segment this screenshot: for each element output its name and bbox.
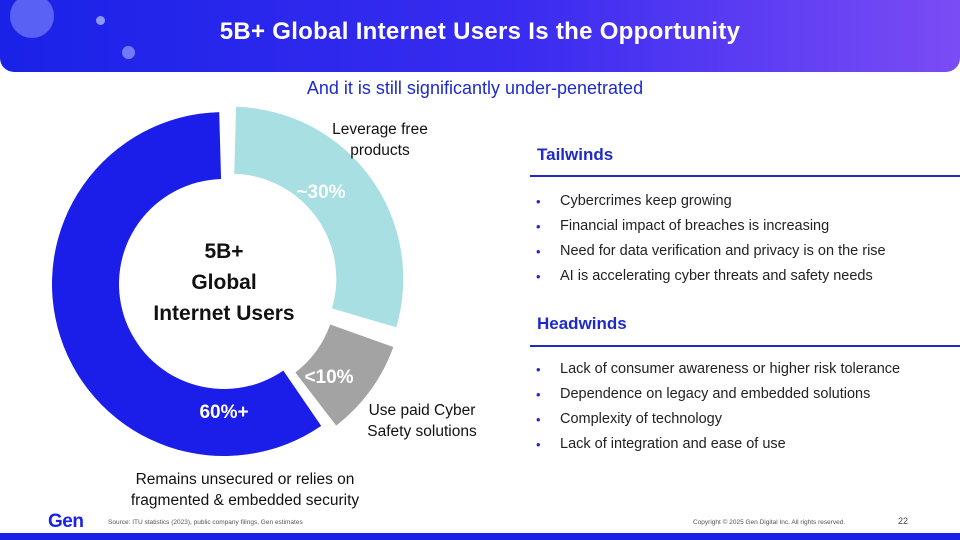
page-subtitle: And it is still significantly under-pene… bbox=[306, 78, 644, 98]
slice-value-label: <10% bbox=[304, 367, 353, 388]
donut-slice-3 bbox=[52, 112, 322, 456]
list-item: Dependence on legacy and embedded soluti… bbox=[536, 382, 900, 407]
donut-chart: ~30% <10% 60%+ 5B+ Global Internet Users bbox=[52, 106, 404, 456]
center-label-line: 5B+ bbox=[204, 240, 243, 263]
list-item: Cybercrimes keep growing bbox=[536, 189, 886, 214]
headwinds-divider bbox=[530, 345, 960, 347]
list-item: Financial impact of breaches is increasi… bbox=[536, 214, 886, 239]
gen-logo: Gen bbox=[48, 511, 84, 532]
copyright-note: Copyright © 2025 Gen Digital Inc. All ri… bbox=[693, 519, 846, 526]
title-banner: 5B+ Global Internet Users Is the Opportu… bbox=[0, 0, 960, 72]
center-label-line: Global bbox=[191, 271, 256, 294]
tailwinds-heading: Tailwinds bbox=[537, 145, 614, 164]
tailwinds-divider bbox=[530, 175, 960, 177]
headwinds-list: Lack of consumer awareness or higher ris… bbox=[536, 357, 900, 457]
donut-slice-1 bbox=[234, 106, 404, 328]
page-title: 5B+ Global Internet Users Is the Opportu… bbox=[219, 18, 741, 45]
list-item: AI is accelerating cyber threats and saf… bbox=[536, 264, 886, 289]
source-note: Source: ITU statistics (2023), public co… bbox=[108, 519, 303, 526]
annotation-line: Use paid Cyber bbox=[368, 402, 476, 419]
annotation-line: Safety solutions bbox=[367, 423, 477, 440]
headwinds-heading: Headwinds bbox=[537, 314, 627, 333]
list-item: Lack of integration and ease of use bbox=[536, 432, 900, 457]
decorative-bubble bbox=[122, 46, 135, 59]
annotation-line: Leverage free bbox=[332, 121, 428, 138]
decorative-bubble bbox=[96, 16, 105, 25]
donut-slice-2 bbox=[295, 324, 394, 426]
annotation-unsecured: Remains unsecured or relies on fragmente… bbox=[100, 469, 390, 511]
annotation-line: fragmented & embedded security bbox=[130, 492, 360, 509]
list-item: Need for data verification and privacy i… bbox=[536, 239, 886, 264]
tailwinds-list: Cybercrimes keep growing Financial impac… bbox=[536, 189, 886, 289]
decorative-bubble bbox=[10, 0, 54, 38]
footer-bar bbox=[0, 533, 960, 540]
annotation-paid-solutions: Use paid Cyber Safety solutions bbox=[352, 400, 492, 442]
annotation-line: products bbox=[350, 142, 410, 159]
annotation-free-products: Leverage free products bbox=[310, 119, 450, 161]
center-label-line: Internet Users bbox=[153, 302, 294, 325]
slice-value-label: 60%+ bbox=[199, 402, 248, 423]
page-number: 22 bbox=[898, 516, 909, 526]
slice-value-label: ~30% bbox=[296, 182, 345, 203]
list-item: Complexity of technology bbox=[536, 407, 900, 432]
annotation-line: Remains unsecured or relies on bbox=[135, 471, 355, 488]
list-item: Lack of consumer awareness or higher ris… bbox=[536, 357, 900, 382]
